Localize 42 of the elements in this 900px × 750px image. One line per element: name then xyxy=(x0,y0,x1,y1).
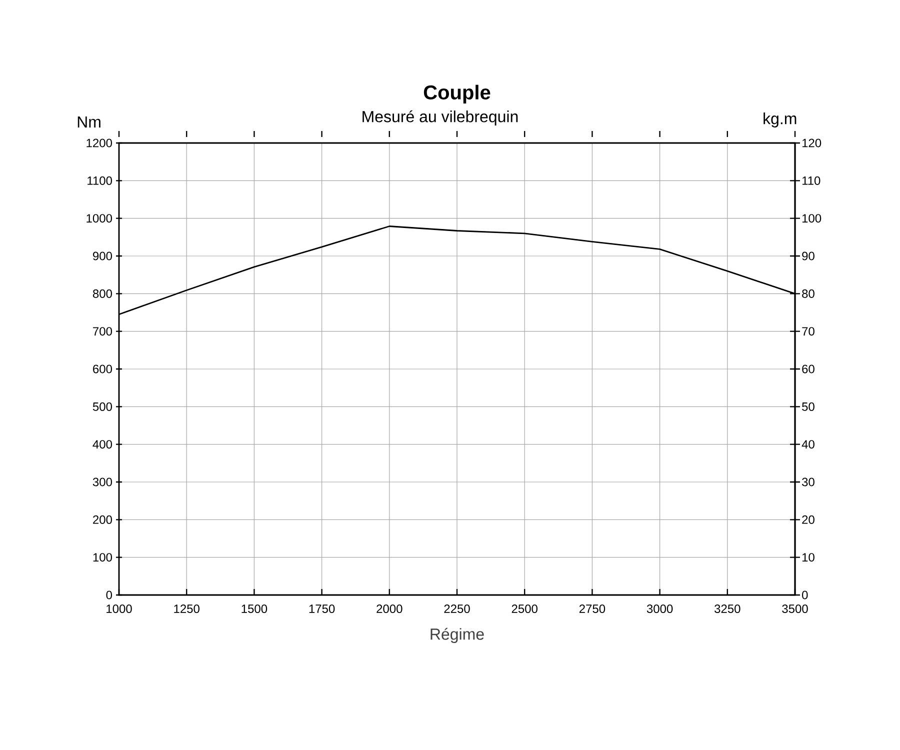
x-tick-label: 3250 xyxy=(714,604,740,614)
y-tick-label: 1000 xyxy=(86,214,112,223)
x-tick-label: 2250 xyxy=(444,604,470,614)
x-tick-label: 1500 xyxy=(242,604,268,614)
y-tick-label: 500 xyxy=(92,402,112,411)
y2-tick-label: 60 xyxy=(802,364,814,374)
x-tick-label: 2000 xyxy=(376,604,402,614)
y2-tick-label: 0 xyxy=(802,590,808,600)
y2-tick-label: 20 xyxy=(802,515,814,524)
x-axis-title: Régime xyxy=(430,628,484,643)
y-tick-label: 900 xyxy=(93,252,112,260)
y2-tick-label: 40 xyxy=(802,440,814,449)
y-tick-label: 0 xyxy=(106,590,112,600)
y-axis-title: Nm xyxy=(78,116,100,128)
y2-axis-title: kg.m xyxy=(764,112,796,128)
y2-tick-label: 80 xyxy=(802,289,814,298)
y2-tick-label: 120 xyxy=(802,138,822,148)
y2-tick-label: 30 xyxy=(802,478,814,486)
x-tick-label: 1750 xyxy=(309,604,335,614)
x-tick-label: 2750 xyxy=(579,604,606,614)
x-tick-label: 2500 xyxy=(512,604,538,614)
y-tick-label: 700 xyxy=(93,327,112,336)
x-tick-label: 1000 xyxy=(106,604,132,614)
y2-tick-label: 50 xyxy=(802,402,814,411)
chart-title: Couple xyxy=(424,84,490,104)
y-tick-label: 100 xyxy=(93,553,112,562)
y-tick-label: 600 xyxy=(93,364,112,374)
y-tick-label: 400 xyxy=(92,440,112,449)
y-tick-label: 800 xyxy=(92,289,112,298)
x-tick-label: 1250 xyxy=(174,604,200,614)
y-tick-label: 200 xyxy=(93,515,112,524)
y2-tick-label: 90 xyxy=(802,252,814,260)
chart-subtitle: Mesuré au vilebrequin xyxy=(362,110,518,126)
y2-tick-label: 110 xyxy=(802,176,820,185)
y2-tick-label: 70 xyxy=(802,327,814,336)
y2-tick-label: 100 xyxy=(802,214,822,223)
x-tick-label: 3500 xyxy=(782,604,808,614)
x-tick-label: 3000 xyxy=(646,604,673,614)
y-tick-label: 1100 xyxy=(88,176,112,185)
y-tick-label: 300 xyxy=(92,478,112,486)
y-tick-label: 1200 xyxy=(86,138,112,148)
y2-tick-label: 10 xyxy=(802,553,814,562)
